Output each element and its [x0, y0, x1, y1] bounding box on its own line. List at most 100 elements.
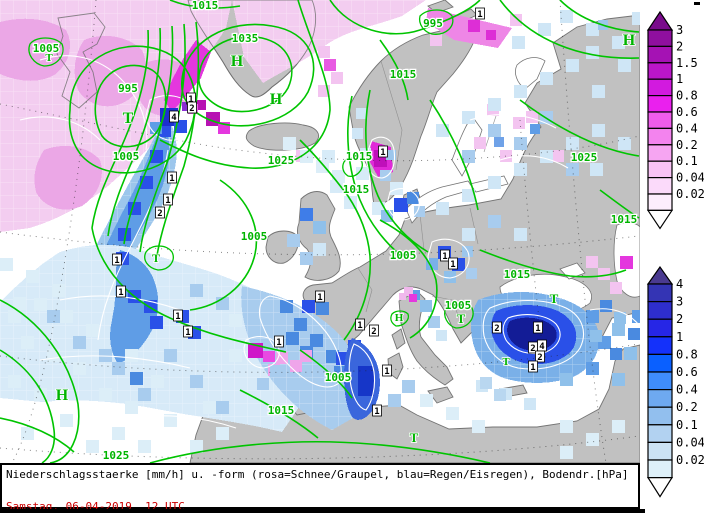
- svg-text:2: 2: [494, 324, 499, 334]
- precip-amount-label: 1: [475, 7, 485, 20]
- svg-text:T: T: [457, 311, 466, 326]
- svg-text:2: 2: [537, 353, 542, 363]
- svg-text:2: 2: [530, 344, 535, 354]
- map-labels-layer: 1015 1035 995 1005 995 1005 1025 1015 1015 1015 10…: [31, 0, 638, 463]
- svg-text:995: 995: [423, 17, 443, 30]
- map-description: Niederschlagsstaerke [mm/h] u. -form (ro…: [6, 468, 629, 481]
- svg-text:1015: 1015: [346, 150, 373, 163]
- precip-amount-label: 2: [369, 324, 379, 337]
- svg-text:1: 1: [374, 407, 379, 417]
- precip-amount-label: 1: [533, 321, 543, 334]
- svg-text:T: T: [123, 110, 134, 127]
- svg-text:1005: 1005: [113, 150, 140, 163]
- svg-text:0.4: 0.4: [676, 121, 698, 135]
- precip-amount-label: 1: [372, 404, 382, 417]
- svg-text:1: 1: [530, 363, 535, 373]
- precip-amount-label: 2: [155, 206, 165, 219]
- svg-text:1015: 1015: [504, 268, 531, 281]
- svg-text:2: 2: [676, 39, 683, 53]
- svg-text:2: 2: [189, 104, 194, 114]
- svg-text:T: T: [45, 52, 53, 64]
- caption-line2: Samstag, 06-04-2019 12 UTC (GFS) (Freita…: [2, 487, 638, 513]
- svg-text:1: 1: [165, 196, 170, 206]
- precipitation-layer: [0, 0, 640, 459]
- svg-text:1: 1: [477, 10, 482, 20]
- svg-text:1005: 1005: [241, 230, 268, 243]
- svg-text:0.2: 0.2: [676, 400, 698, 414]
- svg-text:1: 1: [380, 148, 385, 158]
- svg-text:0.2: 0.2: [676, 138, 698, 152]
- svg-text:T: T: [502, 356, 510, 368]
- precip-amount-label: 2: [187, 101, 197, 114]
- bottom-border: [0, 509, 645, 513]
- weather-map: 1015 1035 995 1005 995 1005 1025 1015 1015 1015 10…: [0, 0, 640, 463]
- svg-text:1: 1: [442, 252, 447, 262]
- svg-text:2: 2: [371, 327, 376, 337]
- precip-amount-label: 1: [448, 257, 458, 270]
- svg-text:1: 1: [535, 324, 540, 334]
- svg-text:2: 2: [157, 209, 162, 219]
- svg-text:H: H: [395, 312, 404, 324]
- svg-text:T: T: [410, 430, 419, 445]
- precip-amount-label: 2: [535, 350, 545, 363]
- graticule-grid: [0, 0, 640, 463]
- svg-text:1: 1: [185, 328, 190, 338]
- svg-text:995: 995: [118, 82, 138, 95]
- precip-amount-label: 1: [528, 360, 538, 373]
- svg-text:0.04: 0.04: [676, 435, 704, 449]
- svg-text:1: 1: [676, 72, 683, 86]
- svg-text:1015: 1015: [343, 183, 370, 196]
- precip-amount-label: 1: [163, 193, 173, 206]
- caption-bar: Niederschlagsstaerke [mm/h] u. -form (ro…: [0, 463, 640, 513]
- precip-amount-label: 4: [537, 339, 547, 352]
- svg-text:1025: 1025: [268, 154, 295, 167]
- rain-legend: 4 3 2 1 0.8 0.6 0.4 0.2 0.1 0.04 0.02: [646, 265, 704, 498]
- svg-text:0.02: 0.02: [676, 187, 704, 201]
- svg-text:0.1: 0.1: [676, 154, 698, 168]
- svg-text:H: H: [56, 387, 69, 404]
- svg-text:0.6: 0.6: [676, 365, 698, 379]
- svg-text:1015: 1015: [268, 404, 295, 417]
- svg-text:1005: 1005: [325, 371, 352, 384]
- svg-text:1: 1: [175, 312, 180, 322]
- precip-amount-label: 4: [169, 110, 179, 123]
- svg-text:4: 4: [171, 113, 177, 123]
- precip-amount-label: 1: [274, 335, 284, 348]
- svg-text:1: 1: [450, 260, 455, 270]
- snow-graupel-legend: 3 2 1.5 1 0.8 0.6 0.4 0.2 0.1 0.04 0.02: [646, 10, 704, 230]
- svg-text:1: 1: [188, 95, 193, 105]
- svg-text:1025: 1025: [103, 449, 130, 462]
- isobar-layer: [0, 0, 640, 463]
- precip-amount-label: 1: [183, 325, 193, 338]
- precip-amount-label: 2: [492, 321, 502, 334]
- svg-text:1025: 1025: [571, 151, 598, 164]
- svg-text:1: 1: [169, 174, 174, 184]
- precip-amount-label: 1: [112, 253, 122, 266]
- svg-text:3: 3: [676, 23, 683, 37]
- svg-text:1: 1: [676, 330, 683, 344]
- svg-text:0.4: 0.4: [676, 383, 698, 397]
- legend-column: 3 2 1.5 1 0.8 0.6 0.4 0.2 0.1 0.04 0.02 4 3 2 1 0.8 0.6…: [640, 0, 704, 513]
- svg-text:1: 1: [118, 288, 123, 298]
- svg-text:1005: 1005: [33, 42, 60, 55]
- svg-text:1.5: 1.5: [676, 56, 698, 70]
- svg-text:1: 1: [357, 321, 362, 331]
- svg-text:1005: 1005: [445, 299, 472, 312]
- precip-amount-label: 1: [315, 290, 325, 303]
- svg-text:1005: 1005: [390, 249, 417, 262]
- svg-text:1: 1: [114, 256, 119, 266]
- corner-tick: [694, 2, 700, 5]
- precip-amount-label: 1: [167, 171, 177, 184]
- svg-text:0.8: 0.8: [676, 347, 698, 361]
- svg-text:0.04: 0.04: [676, 171, 704, 185]
- precip-amount-label: 1: [440, 249, 450, 262]
- precip-amount-label: 1: [378, 145, 388, 158]
- svg-text:3: 3: [676, 295, 683, 309]
- svg-text:1015: 1015: [390, 68, 417, 81]
- precip-amount-label: 1: [116, 285, 126, 298]
- svg-text:T: T: [550, 291, 559, 306]
- svg-text:0.6: 0.6: [676, 105, 698, 119]
- svg-text:0.02: 0.02: [676, 453, 704, 467]
- svg-text:1: 1: [276, 338, 281, 348]
